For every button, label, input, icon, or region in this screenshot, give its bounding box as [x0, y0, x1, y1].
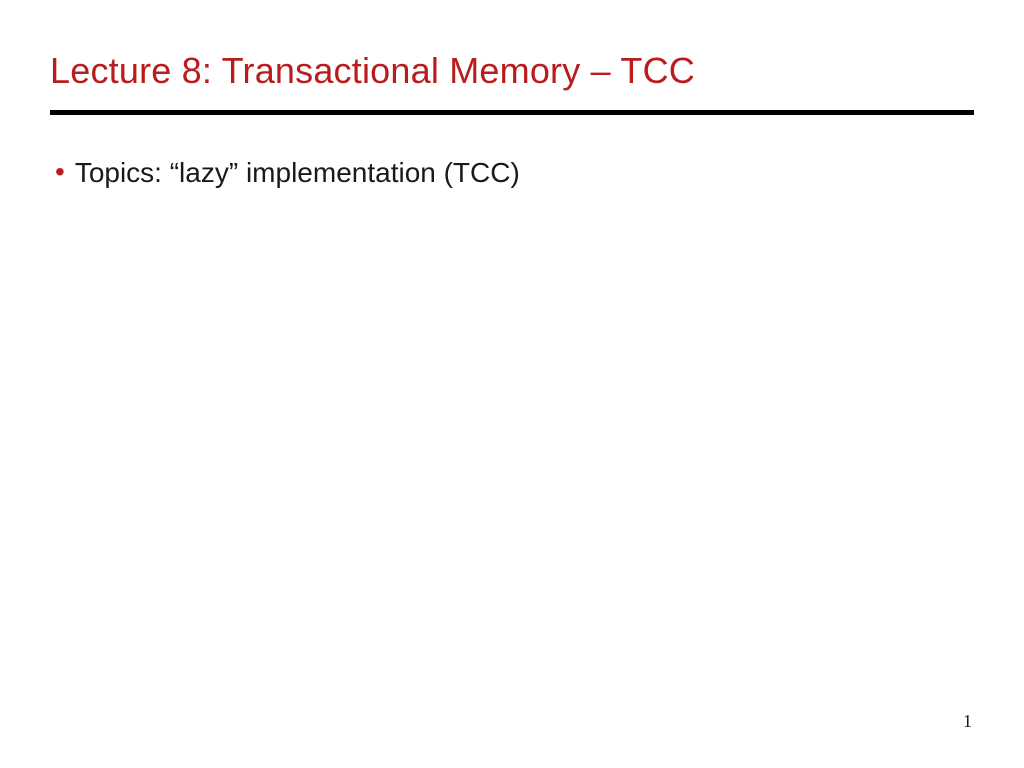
content-area: • Topics: “lazy” implementation (TCC) [0, 115, 1024, 189]
bullet-marker: • [55, 157, 65, 188]
bullet-item: • Topics: “lazy” implementation (TCC) [55, 157, 969, 189]
page-number: 1 [963, 711, 972, 732]
slide-title: Lecture 8: Transactional Memory – TCC [0, 0, 1024, 110]
bullet-text: Topics: “lazy” implementation (TCC) [75, 157, 520, 189]
